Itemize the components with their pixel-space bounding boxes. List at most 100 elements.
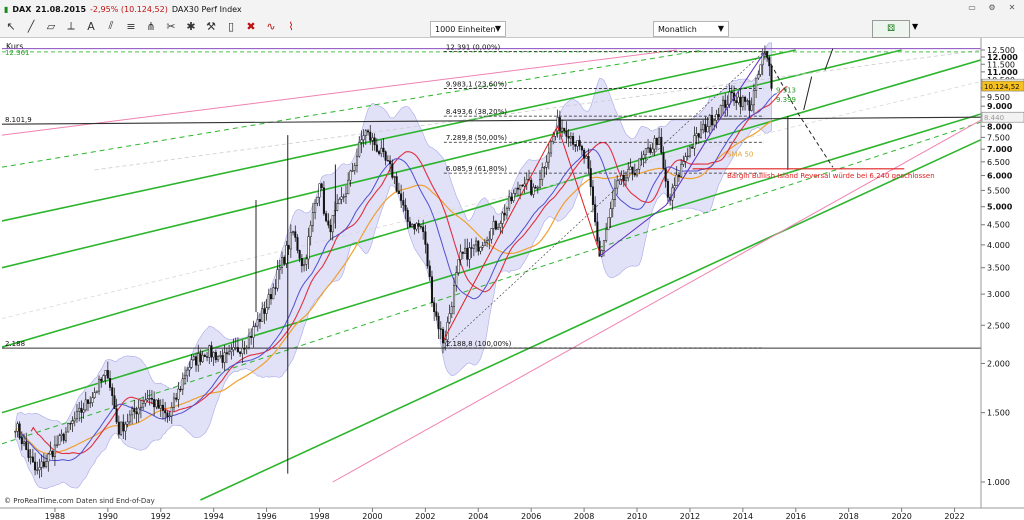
candle-body (91, 397, 94, 404)
candle-body (223, 352, 226, 363)
candle-body (261, 308, 264, 322)
candle-body (316, 196, 319, 204)
oscillator-icon[interactable]: ∿ (266, 19, 276, 33)
candle-body (234, 347, 237, 349)
delete-icon[interactable]: ✖ (246, 19, 256, 33)
candle-body (144, 399, 147, 404)
candle-body (415, 223, 418, 230)
fibonacci-icon[interactable]: ≡ (126, 19, 136, 33)
price-chart[interactable]: Kurs 12.391 (0,00%) 9.983,1 (23,60%) 8.493… (0, 38, 1024, 520)
ruler-icon[interactable]: ▱ (46, 19, 56, 33)
candle-body (170, 407, 173, 417)
candle-body (327, 220, 330, 226)
candle-body (514, 187, 517, 194)
candle-body (164, 410, 167, 414)
x-tick-label: 2020 (891, 512, 911, 520)
sma-label: SMA 50 (727, 151, 753, 159)
bollinger-lower-label: 9.399 (776, 96, 796, 104)
wrench-icon[interactable]: ⚒ (206, 19, 216, 33)
channel-icon[interactable]: ⫽ (108, 19, 114, 32)
candle-body (541, 167, 544, 180)
y-tick-label: 4.000 (987, 241, 1010, 250)
candle-body (258, 319, 262, 322)
y-tick-label: 5.500 (987, 186, 1010, 195)
candle-body (80, 407, 83, 413)
candle-body (172, 397, 176, 408)
candle-body (256, 319, 259, 327)
price-box-resistance-text: 8.440 (984, 114, 1004, 122)
measure-icon[interactable]: ⟂ (67, 19, 75, 32)
candle-body (406, 210, 409, 222)
candle-body (263, 308, 266, 314)
y-tick-label: 7.000 (987, 145, 1013, 154)
close-icon[interactable]: ✕ (1008, 2, 1016, 12)
x-tick-label: 1988 (45, 512, 65, 520)
candle-body (662, 152, 665, 169)
candle-body (29, 456, 32, 458)
candle-body (320, 183, 323, 188)
star-icon[interactable]: ✱ (186, 19, 196, 33)
candle-body (64, 431, 67, 441)
candle-body (594, 204, 597, 223)
candle-body (521, 184, 524, 187)
candle-body (221, 355, 224, 363)
candle-body (367, 130, 370, 133)
candle-body (523, 183, 526, 187)
candle-body (69, 423, 72, 425)
candle-body (305, 258, 308, 265)
chevron-down-icon[interactable]: ▼ (912, 22, 919, 31)
pitchfork-icon[interactable]: ⋔ (146, 19, 156, 33)
candle-body (362, 135, 365, 141)
candle-body (31, 456, 34, 463)
settings-icon[interactable]: ⚙ (988, 2, 996, 12)
footer-credit: © ProRealTime.com Daten sind End-of-Day (4, 497, 155, 505)
sma-blue-line (20, 93, 777, 462)
cursor-icon[interactable]: ↖ (6, 19, 16, 33)
period-select[interactable]: Monatlich ▼ (653, 21, 729, 37)
candle-body (397, 190, 400, 195)
candle-body (318, 183, 321, 198)
scissors-icon[interactable]: ✂ (166, 19, 176, 33)
candle-body (622, 174, 625, 181)
minimize-icon[interactable]: ▭ (968, 2, 976, 12)
candle-body (651, 148, 654, 153)
chart-type-icon[interactable]: ▮ (4, 4, 9, 14)
candle-body (543, 166, 546, 169)
candle-body (444, 339, 447, 344)
trash-icon[interactable]: ▯ (227, 19, 235, 33)
candle-body (272, 287, 275, 300)
candle-body (153, 399, 156, 408)
candle-body (721, 99, 725, 106)
trendline-icon[interactable]: ╱ (27, 19, 35, 33)
candle-body (71, 420, 74, 424)
candle-body (695, 133, 698, 136)
indicator-widget[interactable]: ⚄ (872, 20, 910, 38)
candle-body (640, 157, 643, 160)
candle-body (128, 414, 131, 423)
candle-body (653, 138, 656, 150)
candle-body (126, 421, 129, 425)
candle-body (629, 166, 632, 170)
channel-grey-line (94, 49, 981, 171)
candle-body (477, 240, 480, 252)
text-icon[interactable]: A (87, 19, 95, 33)
zigzag-icon[interactable]: ⌇ (288, 19, 294, 33)
candle-body (111, 387, 114, 396)
candle-body (752, 90, 755, 106)
candle-body (20, 437, 23, 445)
candle-body (106, 370, 109, 379)
candle-body (691, 146, 694, 149)
candle-body (737, 96, 740, 104)
candle-body (58, 435, 61, 446)
price-box-resistance (981, 111, 1024, 123)
units-select[interactable]: 1000 Einheiten ▼ (430, 21, 506, 37)
y-tick-label: 11.000 (987, 68, 1018, 77)
candle-body (53, 444, 56, 458)
candle-body (516, 187, 519, 190)
candle-body (360, 139, 363, 143)
candle-body (512, 193, 515, 202)
candle-body (142, 403, 145, 408)
instrument-label[interactable]: DAX (12, 4, 32, 14)
candle-body (545, 161, 548, 168)
candle-body (596, 221, 599, 242)
